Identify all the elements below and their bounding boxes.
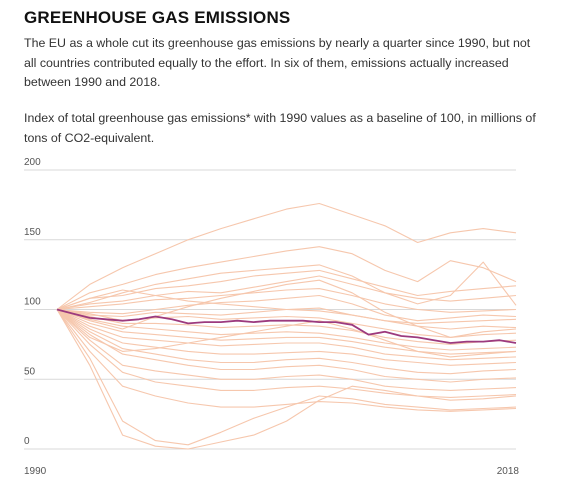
page-title: GREENHOUSE GAS EMISSIONS xyxy=(24,8,291,27)
country-line-4 xyxy=(56,269,517,311)
x-axis-ticks: 1990 2018 xyxy=(24,466,519,477)
country-line-20 xyxy=(56,309,517,446)
x-tick-label-start: 1990 xyxy=(24,466,47,477)
country-line-14 xyxy=(56,309,517,366)
country-line-24 xyxy=(56,309,517,358)
country-line-17 xyxy=(56,309,517,391)
country-line-3 xyxy=(56,261,517,311)
country-line-23 xyxy=(56,289,517,324)
eu-line xyxy=(56,308,517,344)
chart-note: Index of total greenhouse gas emissions*… xyxy=(24,111,536,145)
country-line-11 xyxy=(56,308,517,351)
country-lines xyxy=(56,202,517,450)
y-tick-label: 100 xyxy=(24,297,41,308)
emissions-line-chart: 0 50 100 150 200 1990 2018 xyxy=(24,157,519,477)
country-line-10 xyxy=(56,308,517,345)
country-line-5 xyxy=(56,275,517,311)
country-line-21 xyxy=(56,309,517,450)
country-line-22 xyxy=(56,279,517,338)
country-line-12 xyxy=(56,308,517,355)
country-line-19 xyxy=(56,309,517,412)
eu-line-group xyxy=(56,308,517,344)
country-line-16 xyxy=(56,309,517,383)
y-tick-label: 0 xyxy=(24,436,30,447)
x-tick-label-end: 2018 xyxy=(497,466,520,477)
country-line-7 xyxy=(56,294,517,322)
grid-lines xyxy=(24,169,516,450)
y-axis-ticks: 0 50 100 150 200 xyxy=(24,157,41,447)
country-line-18 xyxy=(56,309,517,398)
country-line-6 xyxy=(56,288,517,313)
y-tick-label: 150 xyxy=(24,227,41,238)
country-line-1 xyxy=(56,202,517,310)
y-tick-label: 50 xyxy=(24,366,36,377)
country-line-2 xyxy=(56,246,517,310)
country-line-13 xyxy=(56,309,517,361)
y-tick-label: 200 xyxy=(24,157,41,168)
intro-text: The EU as a whole cut its greenhouse gas… xyxy=(24,36,531,89)
